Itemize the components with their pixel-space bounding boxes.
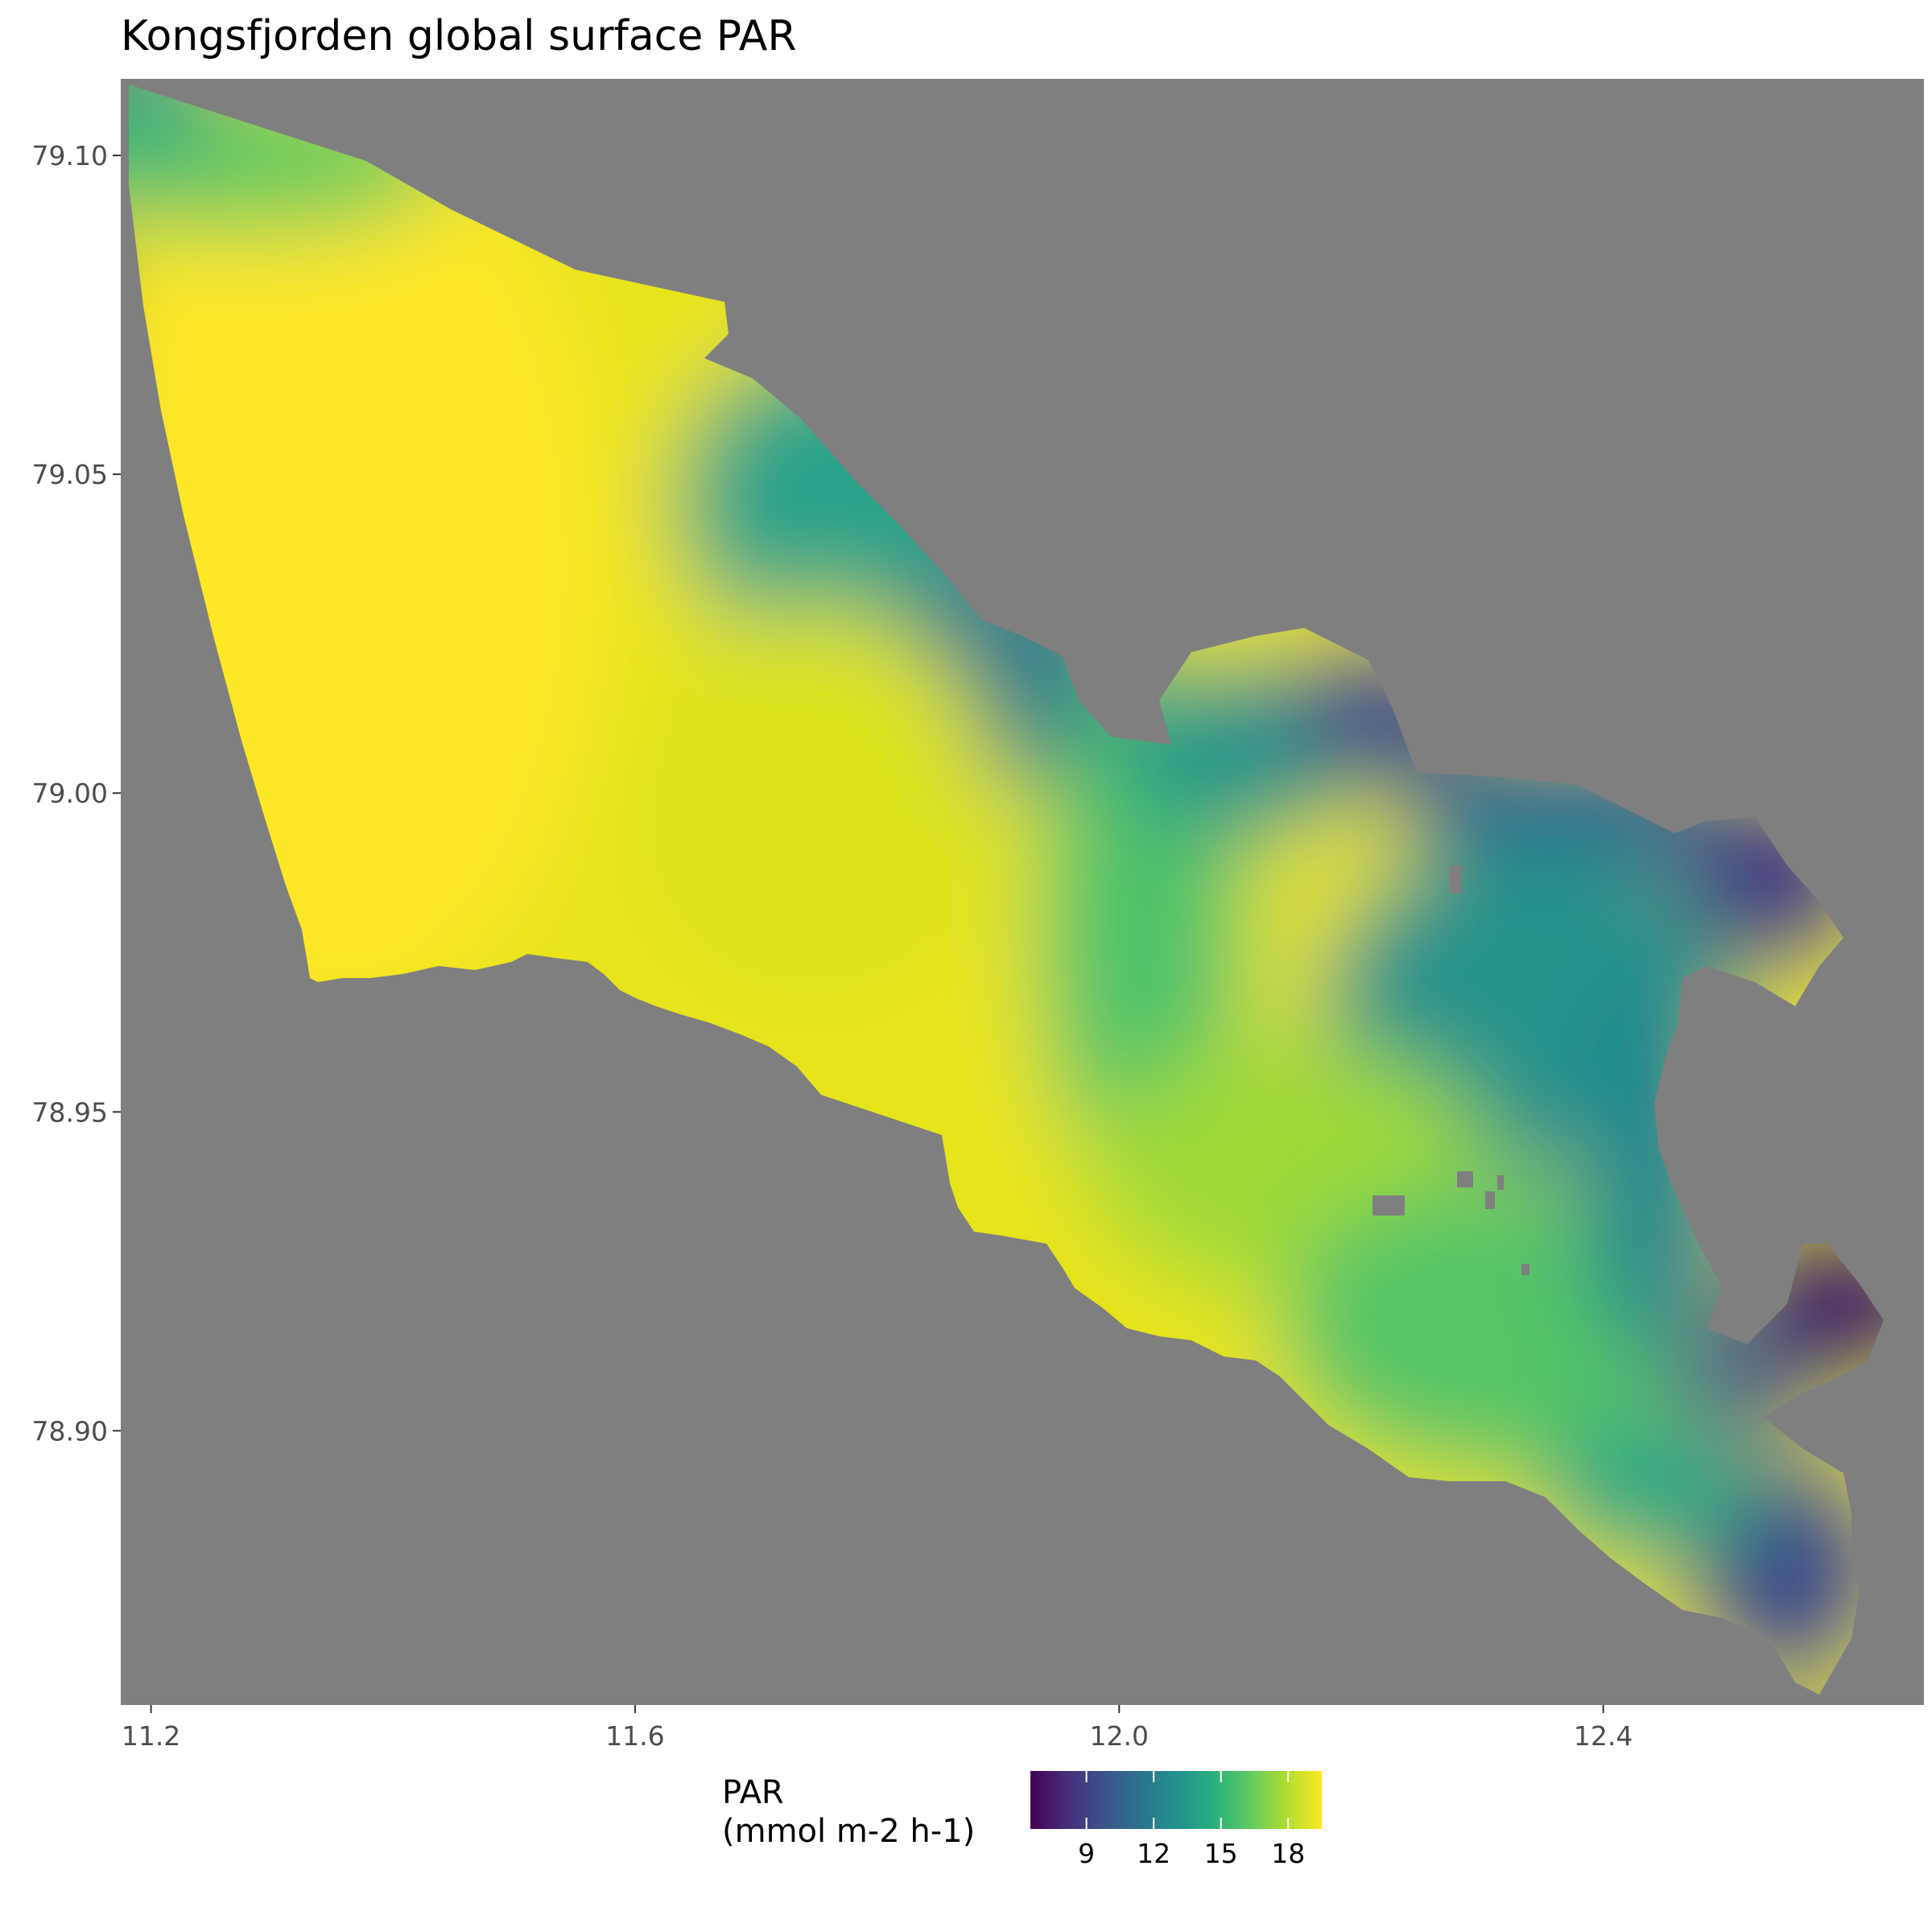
islet [1373,1195,1405,1216]
chart-title: Kongsfjorden global surface PAR [121,12,796,60]
y-tick-label: 79.10 [32,140,108,171]
plot-panel: 79.10 79.05 79.00 78.95 78.90 11.2 11.6 12.0 12… [32,79,1924,1752]
islet [1485,1191,1495,1209]
legend-title-line1: PAR [722,1774,784,1811]
y-tick-label: 78.95 [32,1096,108,1128]
islet [1457,1171,1473,1187]
legend-title-line2: (mmol m-2 h-1) [722,1813,975,1850]
islet [1449,865,1462,894]
islet [1521,1264,1530,1275]
colorbar-tick-label: 15 [1204,1838,1238,1869]
x-tick-label: 11.2 [122,1720,180,1752]
islet [1497,1175,1504,1190]
y-tick-label: 78.90 [32,1415,108,1447]
x-tick-label: 11.6 [605,1720,664,1752]
islets [1373,865,1530,1275]
par-se-inlet-mouth [1674,1320,1819,1433]
x-axis: 11.2 11.6 12.0 12.4 [122,1705,1633,1752]
y-axis: 79.10 79.05 79.00 78.95 78.90 [32,140,121,1447]
x-tick-label: 12.4 [1574,1720,1633,1752]
colorbar [1030,1771,1322,1829]
colorbar-tick-label: 12 [1137,1838,1170,1869]
colorbar-tick-label: 9 [1078,1838,1095,1869]
y-tick-label: 79.00 [32,778,108,809]
y-tick-label: 79.05 [32,459,108,490]
colorbar-ticks: 9 12 15 18 [1078,1771,1305,1869]
par-center-west [628,604,998,1006]
colorbar-tick-label: 18 [1271,1838,1305,1869]
par-south-tail [1538,1417,1763,1562]
legend: PAR (mmol m-2 h-1) 9 12 15 18 [722,1771,1322,1869]
x-tick-label: 12.0 [1090,1720,1149,1752]
par-nw-corner [129,85,217,177]
